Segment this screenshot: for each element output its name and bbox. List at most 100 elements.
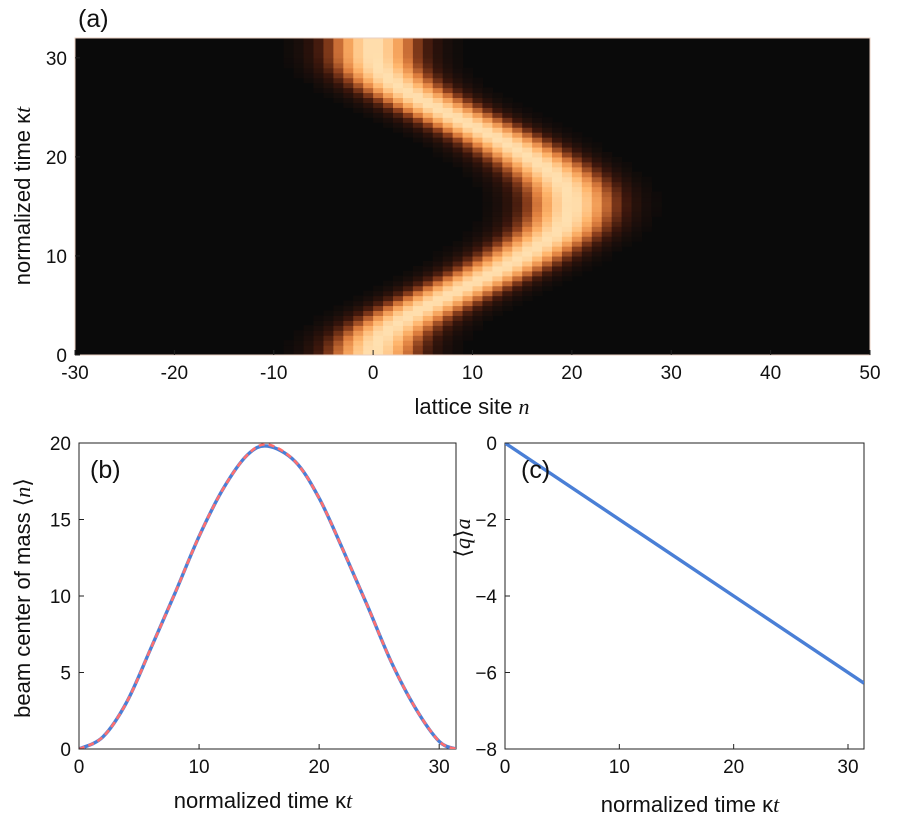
heatmap-cell <box>581 142 593 148</box>
heatmap-cell <box>323 92 334 99</box>
heatmap-cell <box>353 340 364 346</box>
heatmap-cell <box>432 117 444 123</box>
heatmap-cell <box>552 127 563 133</box>
heatmap-cell <box>492 295 503 302</box>
heatmap-cell <box>542 186 553 193</box>
heatmap-cell <box>552 132 563 138</box>
heatmap-cell <box>393 102 404 108</box>
heatmap-cell <box>502 112 513 118</box>
heatmap-cell <box>492 122 503 128</box>
heatmap-cell <box>412 122 424 128</box>
heatmap-cell <box>402 117 414 123</box>
heatmap-cell <box>432 305 444 312</box>
heatmap-cell <box>402 67 414 74</box>
heatmap-cell <box>561 221 573 227</box>
heatmap-cell <box>333 92 344 99</box>
heatmap-cell <box>452 112 464 118</box>
heatmap-cell <box>422 295 434 302</box>
heatmap-cell <box>363 102 374 108</box>
heatmap-cell <box>462 265 474 272</box>
heatmap-cell <box>502 206 513 212</box>
heatmap-cell <box>333 72 344 79</box>
heatmap-cell <box>412 57 424 64</box>
heatmap-cell <box>552 206 563 212</box>
heatmap-cell <box>442 250 454 257</box>
heatmap-cell <box>542 221 553 227</box>
heatmap-cell <box>323 42 334 49</box>
heatmap-cell <box>502 300 513 307</box>
heatmap-cell <box>482 166 493 173</box>
heatmap-cell <box>482 142 493 148</box>
heatmap-cell <box>442 156 454 163</box>
heatmap-cell <box>442 42 454 49</box>
heatmap-cell <box>512 102 523 108</box>
heatmap-cell <box>422 265 434 272</box>
heatmap-cell <box>402 38 414 44</box>
heatmap-cell <box>542 196 553 203</box>
heatmap-cell <box>363 325 374 331</box>
heatmap-cell <box>383 345 394 351</box>
heatmap-cell <box>402 77 414 84</box>
heatmap-cell <box>412 77 424 84</box>
heatmap-cell <box>601 246 613 252</box>
heatmap-cell <box>363 310 374 316</box>
heatmap-cell <box>492 285 503 292</box>
heatmap-cell <box>303 52 315 59</box>
heatmap-cell <box>432 82 444 89</box>
heatmap-cell <box>502 186 513 193</box>
heatmap-cell <box>343 72 354 79</box>
heatmap-cell <box>313 87 325 94</box>
heatmap-cell <box>323 72 334 79</box>
heatmap-cell <box>591 196 603 203</box>
heatmap-cell <box>363 295 374 302</box>
heatmap-cell <box>462 97 474 103</box>
heatmap-cell <box>462 295 474 302</box>
heatmap-cell <box>283 52 295 59</box>
heatmap-cell <box>591 236 603 242</box>
heatmap-cell <box>502 231 513 237</box>
heatmap-cell <box>442 335 454 341</box>
heatmap-cell <box>611 201 623 207</box>
heatmap-cell <box>363 335 374 341</box>
heatmap-cell <box>313 345 325 351</box>
heatmap-cell <box>552 156 563 163</box>
heatmap-cell <box>502 191 513 198</box>
heatmap-cell <box>422 275 434 282</box>
heatmap-cell <box>412 117 424 123</box>
heatmap-cell <box>452 102 464 108</box>
heatmap-cell <box>502 201 513 207</box>
heatmap-cell <box>393 42 404 49</box>
heatmap-cell <box>482 112 493 118</box>
heatmap-cell <box>363 72 374 79</box>
heatmap-cell <box>611 206 623 212</box>
heatmap-cell <box>313 350 325 355</box>
heatmap-cell <box>293 42 305 49</box>
heatmap-cell <box>621 166 633 173</box>
heatmap-cell <box>581 260 593 267</box>
heatmap-cell <box>522 285 533 292</box>
heatmap-cell <box>412 270 424 277</box>
heatmap-cell <box>512 211 523 217</box>
heatmap-cell <box>522 132 533 138</box>
heatmap-cell <box>402 62 414 69</box>
heatmap-cell <box>482 295 493 302</box>
heatmap-cell <box>522 216 533 222</box>
heatmap-cell <box>432 97 444 103</box>
heatmap-cell <box>442 310 454 316</box>
heatmap-cell <box>373 52 384 59</box>
heatmap-cell <box>432 315 444 321</box>
heatmap-cell <box>383 92 394 99</box>
heatmap-cell <box>412 62 424 69</box>
heatmap-cell <box>472 87 484 94</box>
heatmap-cell <box>601 171 613 178</box>
heatmap-cell <box>522 191 533 198</box>
heatmap-cell <box>343 335 354 341</box>
heatmap-cell <box>482 315 493 321</box>
heatmap-cell <box>283 340 295 346</box>
heatmap-cell <box>492 142 503 148</box>
heatmap-cell <box>591 156 603 163</box>
heatmap-cell <box>641 206 652 212</box>
heatmap-cell <box>492 265 503 272</box>
heatmap-cell <box>442 87 454 94</box>
heatmap-cell <box>383 290 394 297</box>
